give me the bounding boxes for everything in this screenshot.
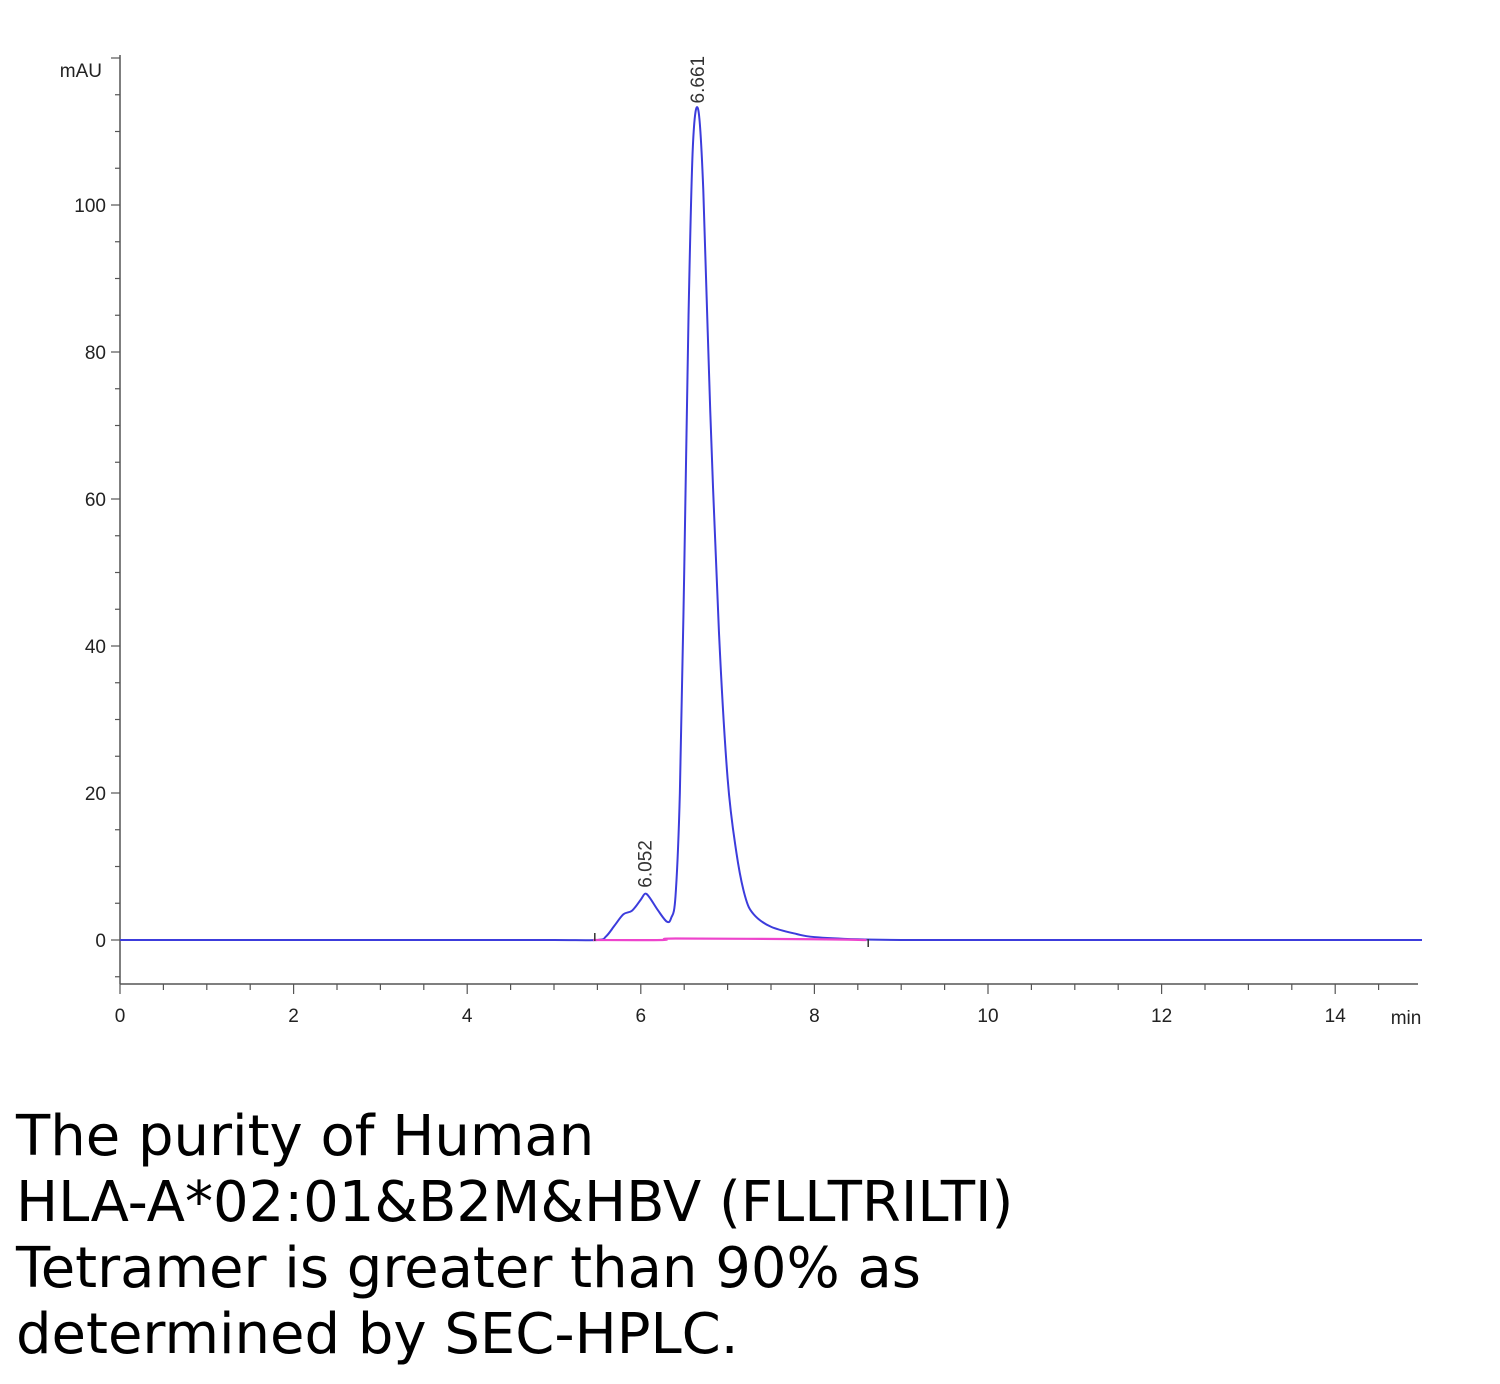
x-tick-label: 6 bbox=[636, 1006, 647, 1027]
peak-label: 6.052 bbox=[635, 840, 656, 888]
baseline-trace bbox=[593, 937, 867, 942]
y-tick-label: 100 bbox=[74, 196, 106, 217]
caption-line: Tetramer is greater than 90% as bbox=[16, 1236, 921, 1301]
axes: 0 20 40 60 80 100 mAU 0 2 4 6 8 10 12 14 min bbox=[60, 55, 1422, 1029]
y-tick-label: 80 bbox=[85, 343, 106, 364]
caption-line: HLA-A*02:01&B2M&HBV (FLLTRILTI) bbox=[16, 1170, 1014, 1235]
plot-area bbox=[120, 106, 1422, 947]
x-tick-label: 4 bbox=[462, 1006, 473, 1027]
y-tick-label: 60 bbox=[85, 490, 106, 511]
caption-line: The purity of Human bbox=[16, 1104, 595, 1169]
x-tick-label: 12 bbox=[1151, 1006, 1172, 1027]
y-tick-label: 0 bbox=[95, 931, 106, 952]
y-axis-label: mAU bbox=[60, 61, 102, 82]
caption-line: determined by SEC-HPLC. bbox=[16, 1302, 739, 1367]
x-tick-label: 14 bbox=[1325, 1006, 1347, 1027]
y-tick-label: 20 bbox=[85, 784, 106, 805]
x-tick-label: 2 bbox=[288, 1006, 299, 1027]
caption: The purity of Human HLA-A*02:01&B2M&HBV … bbox=[16, 1104, 1476, 1368]
labels: 6.052 6.661 bbox=[635, 56, 709, 888]
chromatogram-trace bbox=[120, 106, 1422, 942]
x-tick-label: 10 bbox=[977, 1006, 998, 1027]
x-tick-label: 8 bbox=[809, 1006, 820, 1027]
chromatogram-chart: 0 20 40 60 80 100 mAU 0 2 4 6 8 10 12 14 min 6.052 6.661 bbox=[60, 55, 1422, 1029]
x-axis-label: min bbox=[1391, 1008, 1422, 1029]
peak-label: 6.661 bbox=[688, 56, 709, 104]
x-tick-label: 0 bbox=[115, 1006, 126, 1027]
y-tick-label: 40 bbox=[85, 637, 106, 658]
